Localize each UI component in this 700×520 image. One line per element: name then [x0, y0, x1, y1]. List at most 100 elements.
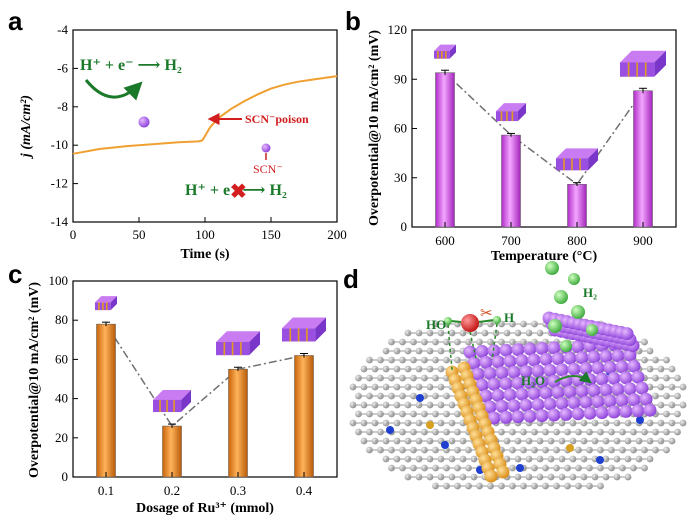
plot-frame-c [72, 280, 338, 478]
category-label: 600 [435, 233, 455, 248]
crystal-icons-c [95, 296, 326, 413]
x-axis-c: 0.1 0.2 0.3 0.4 [98, 472, 313, 498]
n-dopant-atom [441, 441, 449, 449]
curved-arrow-icon [84, 79, 143, 101]
reaction-equation-top: H⁺ + e⁻ ⟶ H₂ [80, 57, 182, 74]
scn-label: SCN⁻ [253, 162, 283, 176]
bars-b [435, 69, 653, 228]
y-tick-label: 60 [55, 351, 68, 366]
y-tick-label-a: -10 [51, 137, 68, 152]
x-tick-label-a: 100 [195, 227, 215, 242]
y-tick-label: 20 [55, 430, 68, 445]
h2-bubbles-illustration [545, 261, 598, 352]
y-tick-label-a: -14 [51, 214, 69, 229]
bar [228, 368, 248, 478]
ru-atom [426, 421, 434, 429]
cycle-arrow-icon [554, 371, 592, 384]
bar [435, 72, 455, 228]
x-tick-label-a: 150 [261, 227, 281, 242]
bar [501, 134, 521, 228]
poison-label: SCN⁻poison [245, 112, 309, 126]
water-dissociation-illustration [444, 314, 501, 371]
ru-stripe-atom [496, 465, 510, 479]
h2o-label: H₂O [521, 373, 545, 388]
y-tick-label-a: -12 [51, 176, 68, 191]
bars-c [96, 321, 314, 478]
y-tick-label: 0 [401, 219, 408, 234]
panel-letter-d: d [343, 264, 359, 294]
bar [567, 184, 587, 228]
x-axis-a: 0 50 100 150 200 [70, 217, 347, 242]
n-dopant-atom [416, 394, 424, 402]
y-axis-label-a: j (mA/cm²) [19, 95, 34, 159]
nanocrystal-icon [95, 296, 117, 311]
category-label: 0.1 [98, 483, 114, 498]
h-label: H [504, 310, 514, 325]
panel-c: c 0 20 40 60 80 100 0.1 0.2 0.3 0.4 Dosage of Ru… [8, 259, 338, 516]
x-axis-label-b: Temperature (°C) [491, 249, 598, 264]
y-tick-label: 60 [394, 121, 407, 136]
category-label: 900 [633, 233, 653, 248]
n-dopant-atom [516, 464, 524, 472]
y-tick-label: 0 [62, 469, 69, 484]
n-dopant-atom [636, 416, 644, 424]
catalyst-sphere-icon [138, 116, 150, 128]
panel-letter-c: c [8, 259, 22, 289]
trend-line-b [444, 72, 644, 186]
bar [294, 355, 314, 478]
ru-atom [566, 444, 574, 452]
ru-stripe-atom [484, 469, 498, 483]
x-tick-label-a: 50 [133, 227, 146, 242]
y-axis-a: -14 -12 -10 -8 -6 -4 [51, 22, 78, 229]
nanocrystal-icon [556, 148, 598, 171]
category-label: 800 [567, 233, 587, 248]
nanocrystal-icon [282, 317, 326, 342]
y-axis-b: 0 30 60 90 120 [388, 22, 417, 234]
y-tick-label-a: -6 [57, 60, 68, 75]
x-tick-label-a: 200 [327, 227, 347, 242]
y-tick-label-a: -4 [57, 22, 68, 37]
x-axis-b: 600 700 800 900 [435, 222, 653, 248]
category-label: 0.3 [230, 483, 246, 498]
nanocrystal-icon [216, 331, 260, 356]
reaction-equation-bottom: H⁺ + e⁻ ⟶ H₂ [185, 182, 287, 199]
nanocrystal-icon [434, 44, 456, 59]
panel-a: a -14-12-10-8-6-4 0 50 100 150 200 Time (s) … [8, 6, 347, 262]
bar [96, 323, 116, 478]
panel-letter-b: b [345, 6, 361, 36]
scissors-icon: ✂ [480, 306, 493, 322]
bar [633, 90, 653, 228]
panel-d: d H₂ ✂ HO H H₂O [343, 261, 687, 490]
y-tick-label: 120 [388, 22, 408, 37]
y-axis-label-b: Overpotential@10 mA/cm² (mV) [367, 30, 382, 226]
ho-label: HO [426, 317, 446, 332]
h2-label: H₂ [583, 285, 597, 300]
y-axis-c: 0 20 40 60 80 100 [49, 273, 78, 484]
x-axis-label-a: Time (s) [180, 247, 229, 262]
trend-line-c [105, 323, 305, 428]
panel-letter-a: a [8, 6, 23, 36]
n-dopant-atom [386, 426, 394, 434]
n-dopant-atom [596, 456, 604, 464]
nanocrystal-icon [153, 390, 191, 413]
crystal-icons-b [434, 44, 666, 171]
panel-b: b 0 30 60 90 120 600 700 800 900 Temperature (°… [345, 6, 677, 264]
category-label: 700 [501, 233, 521, 248]
x-axis-label-c: Dosage of Ru³⁺ (mmol) [136, 501, 274, 516]
nanocrystal-icon [620, 50, 666, 77]
y-axis-label-c: Overpotential@10 mA/cm² (mV) [27, 282, 42, 478]
y-tick-label: 30 [394, 170, 407, 185]
nanocrystal-icon [496, 103, 526, 122]
category-label: 0.4 [296, 483, 313, 498]
poisoned-site-sphere-icon [261, 143, 271, 153]
y-tick-label: 40 [55, 391, 68, 406]
y-tick-label: 90 [394, 71, 407, 86]
y-tick-label-a: -8 [57, 99, 68, 114]
category-label: 0.2 [164, 483, 180, 498]
x-tick-label-a: 0 [70, 227, 77, 242]
y-tick-label: 100 [49, 273, 69, 288]
bar [162, 425, 182, 478]
y-tick-label: 80 [55, 312, 68, 327]
blocked-x-icon: ✖ [230, 181, 247, 203]
